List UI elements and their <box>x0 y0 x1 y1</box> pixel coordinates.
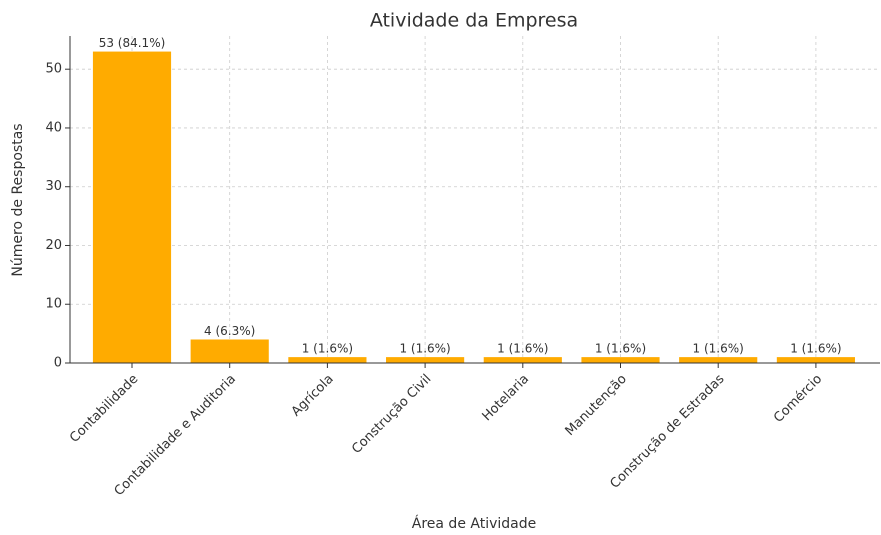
x-tick-label: Construção de Estradas <box>608 372 728 492</box>
y-axis-label: Número de Respostas <box>10 123 26 276</box>
y-tick-label: 10 <box>45 297 62 312</box>
y-tick-label: 0 <box>54 356 62 371</box>
value-label: 1 (1.6%) <box>399 342 450 356</box>
bar <box>386 357 465 363</box>
x-tick-label: Agrícola <box>289 372 337 420</box>
bar <box>679 357 758 363</box>
bar <box>776 357 855 363</box>
x-axis-label: Área de Atividade <box>412 515 536 532</box>
value-label: 1 (1.6%) <box>790 342 841 356</box>
y-tick-label: 40 <box>45 120 62 135</box>
bar <box>92 51 172 363</box>
x-tick-label: Comércio <box>771 372 825 426</box>
value-label: 1 (1.6%) <box>693 342 744 356</box>
x-tick-label: Hotelaria <box>480 372 533 425</box>
value-label: 4 (6.3%) <box>204 324 255 338</box>
chart-title: Atividade da Empresa <box>370 10 578 32</box>
x-tick-label: Contabilidade <box>67 372 141 446</box>
bar <box>190 339 269 363</box>
bar <box>288 357 367 363</box>
y-tick-label: 30 <box>45 179 62 194</box>
y-tick-label: 50 <box>45 62 62 77</box>
value-label: 1 (1.6%) <box>497 342 548 356</box>
value-label: 1 (1.6%) <box>302 342 353 356</box>
value-label: 53 (84.1%) <box>99 36 166 50</box>
bar <box>483 357 562 363</box>
x-tick-label: Construção Civil <box>349 372 434 457</box>
value-label: 1 (1.6%) <box>595 342 646 356</box>
bar <box>581 357 660 363</box>
y-tick-label: 20 <box>45 238 62 253</box>
x-tick-label: Manutenção <box>563 372 630 439</box>
